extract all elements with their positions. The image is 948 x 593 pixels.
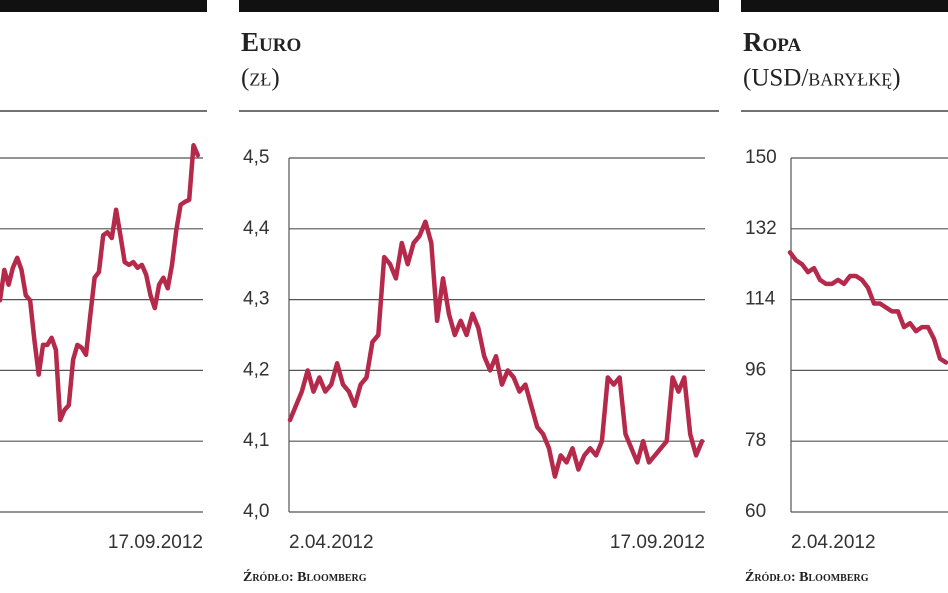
top-bar xyxy=(0,0,207,12)
chart-title: Ropa xyxy=(743,27,801,57)
source: Źródło: Bloomberg xyxy=(745,568,869,585)
y-tick-label: 114 xyxy=(745,289,776,310)
y-tick-label: 4,1 xyxy=(243,430,269,451)
y-tick-label: 60 xyxy=(745,501,766,522)
source: Źródło: Bloomberg xyxy=(243,568,367,585)
y-tick-label: 4,3 xyxy=(243,289,269,310)
panel: Euro (zł) Źródło: Bloomberg 4,0 4,1 4,2 4,3 4,4… xyxy=(239,0,719,585)
y-tick-label: 150 xyxy=(745,147,777,168)
chart-title: Euro xyxy=(241,27,301,57)
chart-subtitle: (USD/baryłkę) xyxy=(743,65,901,92)
y-tick-label: 4,2 xyxy=(243,359,269,380)
x-tick-label: 17.09.2012 xyxy=(610,532,705,553)
data-line xyxy=(287,219,705,479)
y-tick-label: 4,4 xyxy=(243,218,270,239)
data-line xyxy=(787,250,948,365)
top-bar xyxy=(741,0,948,12)
panel: 01234517.09.2012 xyxy=(0,0,207,553)
data-line xyxy=(0,143,201,423)
x-tick-label: 2.04.2012 xyxy=(289,532,374,553)
top-bar xyxy=(239,0,719,12)
chart-subtitle: (zł) xyxy=(241,65,280,92)
panel: Ropa (USD/baryłkę) Źródło: Bloomberg 60 78 96… xyxy=(741,0,948,585)
y-tick-label: 96 xyxy=(745,359,766,380)
y-tick-label: 4,0 xyxy=(243,501,269,522)
x-tick-label: 2.04.2012 xyxy=(791,532,876,553)
y-tick-label: 4,5 xyxy=(243,147,269,168)
y-tick-label: 78 xyxy=(745,430,766,451)
y-tick-label: 132 xyxy=(745,218,777,239)
x-tick-label: 17.09.2012 xyxy=(108,532,203,553)
